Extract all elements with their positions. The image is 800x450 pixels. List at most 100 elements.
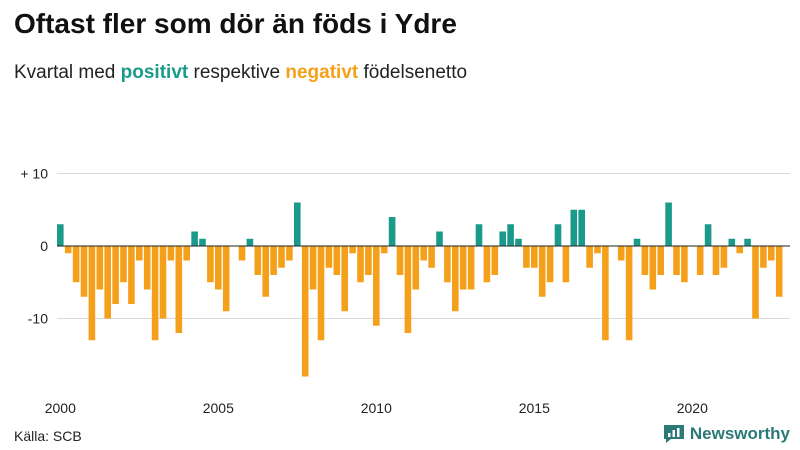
chart-subtitle: Kvartal med positivt respektive negativt… <box>14 62 467 84</box>
bar-negative <box>175 246 183 333</box>
bar-positive <box>570 209 578 246</box>
bar-negative <box>760 246 767 268</box>
bar-negative <box>222 246 230 312</box>
bar-negative <box>562 246 570 283</box>
bar-negative <box>380 246 388 254</box>
bar-positive <box>507 224 514 246</box>
x-tick-label: 2005 <box>203 400 234 416</box>
bar-negative <box>491 246 499 275</box>
bar-positive <box>665 202 672 246</box>
subtitle-positive-word: positivt <box>120 62 189 83</box>
chart-title: Oftast fler som dör än föds i Ydre <box>14 8 457 39</box>
bar-negative <box>167 246 175 261</box>
bar-negative <box>523 246 530 268</box>
bar-positive <box>499 231 506 246</box>
bar-negative <box>325 246 333 268</box>
bar-negative <box>586 246 593 268</box>
bar-negative <box>72 246 80 283</box>
brand-name: Newsworthy <box>689 424 790 443</box>
bar-positive <box>475 224 483 246</box>
bar-positive <box>57 224 64 246</box>
y-tick-label: + 10 <box>20 166 48 182</box>
bar-negative <box>404 246 412 333</box>
subtitle-suffix: födelsenetto <box>358 62 468 83</box>
bar-negative <box>104 246 111 319</box>
bar-negative <box>396 246 404 275</box>
bar-positive <box>515 238 522 246</box>
bar-negative <box>317 246 325 341</box>
bar-negative <box>120 246 127 283</box>
bar-negative <box>420 246 427 261</box>
bar-negative <box>712 246 720 275</box>
bar-negative <box>602 246 609 341</box>
bar-positive <box>704 224 712 246</box>
bar-positive <box>436 231 443 246</box>
brand-logo: Newsworthy <box>663 424 790 444</box>
x-tick-label: 2010 <box>361 400 392 416</box>
bar-negative <box>349 246 356 254</box>
bar-negative <box>365 246 372 275</box>
bar-negative <box>452 246 459 312</box>
bar-negative <box>775 246 783 297</box>
source-note: Källa: SCB <box>14 428 82 444</box>
bar-negative <box>373 246 380 326</box>
bar-negative <box>333 246 341 275</box>
bar-negative <box>459 246 467 290</box>
bars <box>57 202 783 377</box>
bar-negative <box>136 246 143 261</box>
bar-negative <box>183 246 190 261</box>
bar-negative <box>467 246 475 290</box>
bar-negative <box>357 246 364 283</box>
bar-negative <box>112 246 119 304</box>
axes: + 10 0 -10 2000 2005 2010 2015 2020 <box>20 166 790 416</box>
bar-positive <box>246 238 254 246</box>
bar-negative <box>768 246 775 261</box>
bar-negative <box>341 246 348 312</box>
bar-negative <box>681 246 688 283</box>
bar-negative <box>96 246 104 290</box>
bar-negative <box>301 246 309 377</box>
bar-negative <box>215 246 222 290</box>
bar-negative <box>649 246 657 290</box>
y-tick-label: -10 <box>28 311 48 327</box>
x-tick-label: 2015 <box>519 400 550 416</box>
bar-negative <box>412 246 420 290</box>
bar-negative <box>80 246 88 297</box>
bar-negative <box>151 246 159 341</box>
bar-positive <box>633 238 641 246</box>
bar-negative <box>254 246 262 275</box>
bar-negative <box>444 246 451 283</box>
bar-negative <box>286 246 293 261</box>
bar-negative <box>696 246 704 275</box>
bar-negative <box>531 246 538 268</box>
bar-positive <box>294 202 301 246</box>
bar-negative <box>238 246 246 261</box>
x-tick-label: 2000 <box>45 400 76 416</box>
bar-negative <box>752 246 759 319</box>
bar-negative <box>736 246 743 254</box>
bar-positive <box>199 238 206 246</box>
bar-negative <box>657 246 664 275</box>
bar-negative <box>617 246 625 261</box>
bar-positive <box>728 238 736 246</box>
bar-negative <box>64 246 72 254</box>
x-tick-label: 2020 <box>677 400 708 416</box>
bar-negative <box>309 246 317 290</box>
bar-positive <box>554 224 562 246</box>
bar-negative <box>641 246 649 275</box>
bar-negative <box>143 246 151 290</box>
bar-negative <box>625 246 633 341</box>
bar-positive <box>744 238 751 246</box>
bar-positive <box>388 217 396 246</box>
bar-positive <box>191 231 198 246</box>
subtitle-prefix: Kvartal med <box>14 62 121 83</box>
bar-positive <box>578 209 585 246</box>
bar-negative <box>270 246 277 275</box>
newsworthy-logo-icon <box>663 425 684 443</box>
bar-negative <box>594 246 601 254</box>
bar-negative <box>262 246 269 297</box>
y-tick-label: 0 <box>40 238 48 254</box>
bar-negative <box>278 246 285 268</box>
bar-negative <box>128 246 135 304</box>
